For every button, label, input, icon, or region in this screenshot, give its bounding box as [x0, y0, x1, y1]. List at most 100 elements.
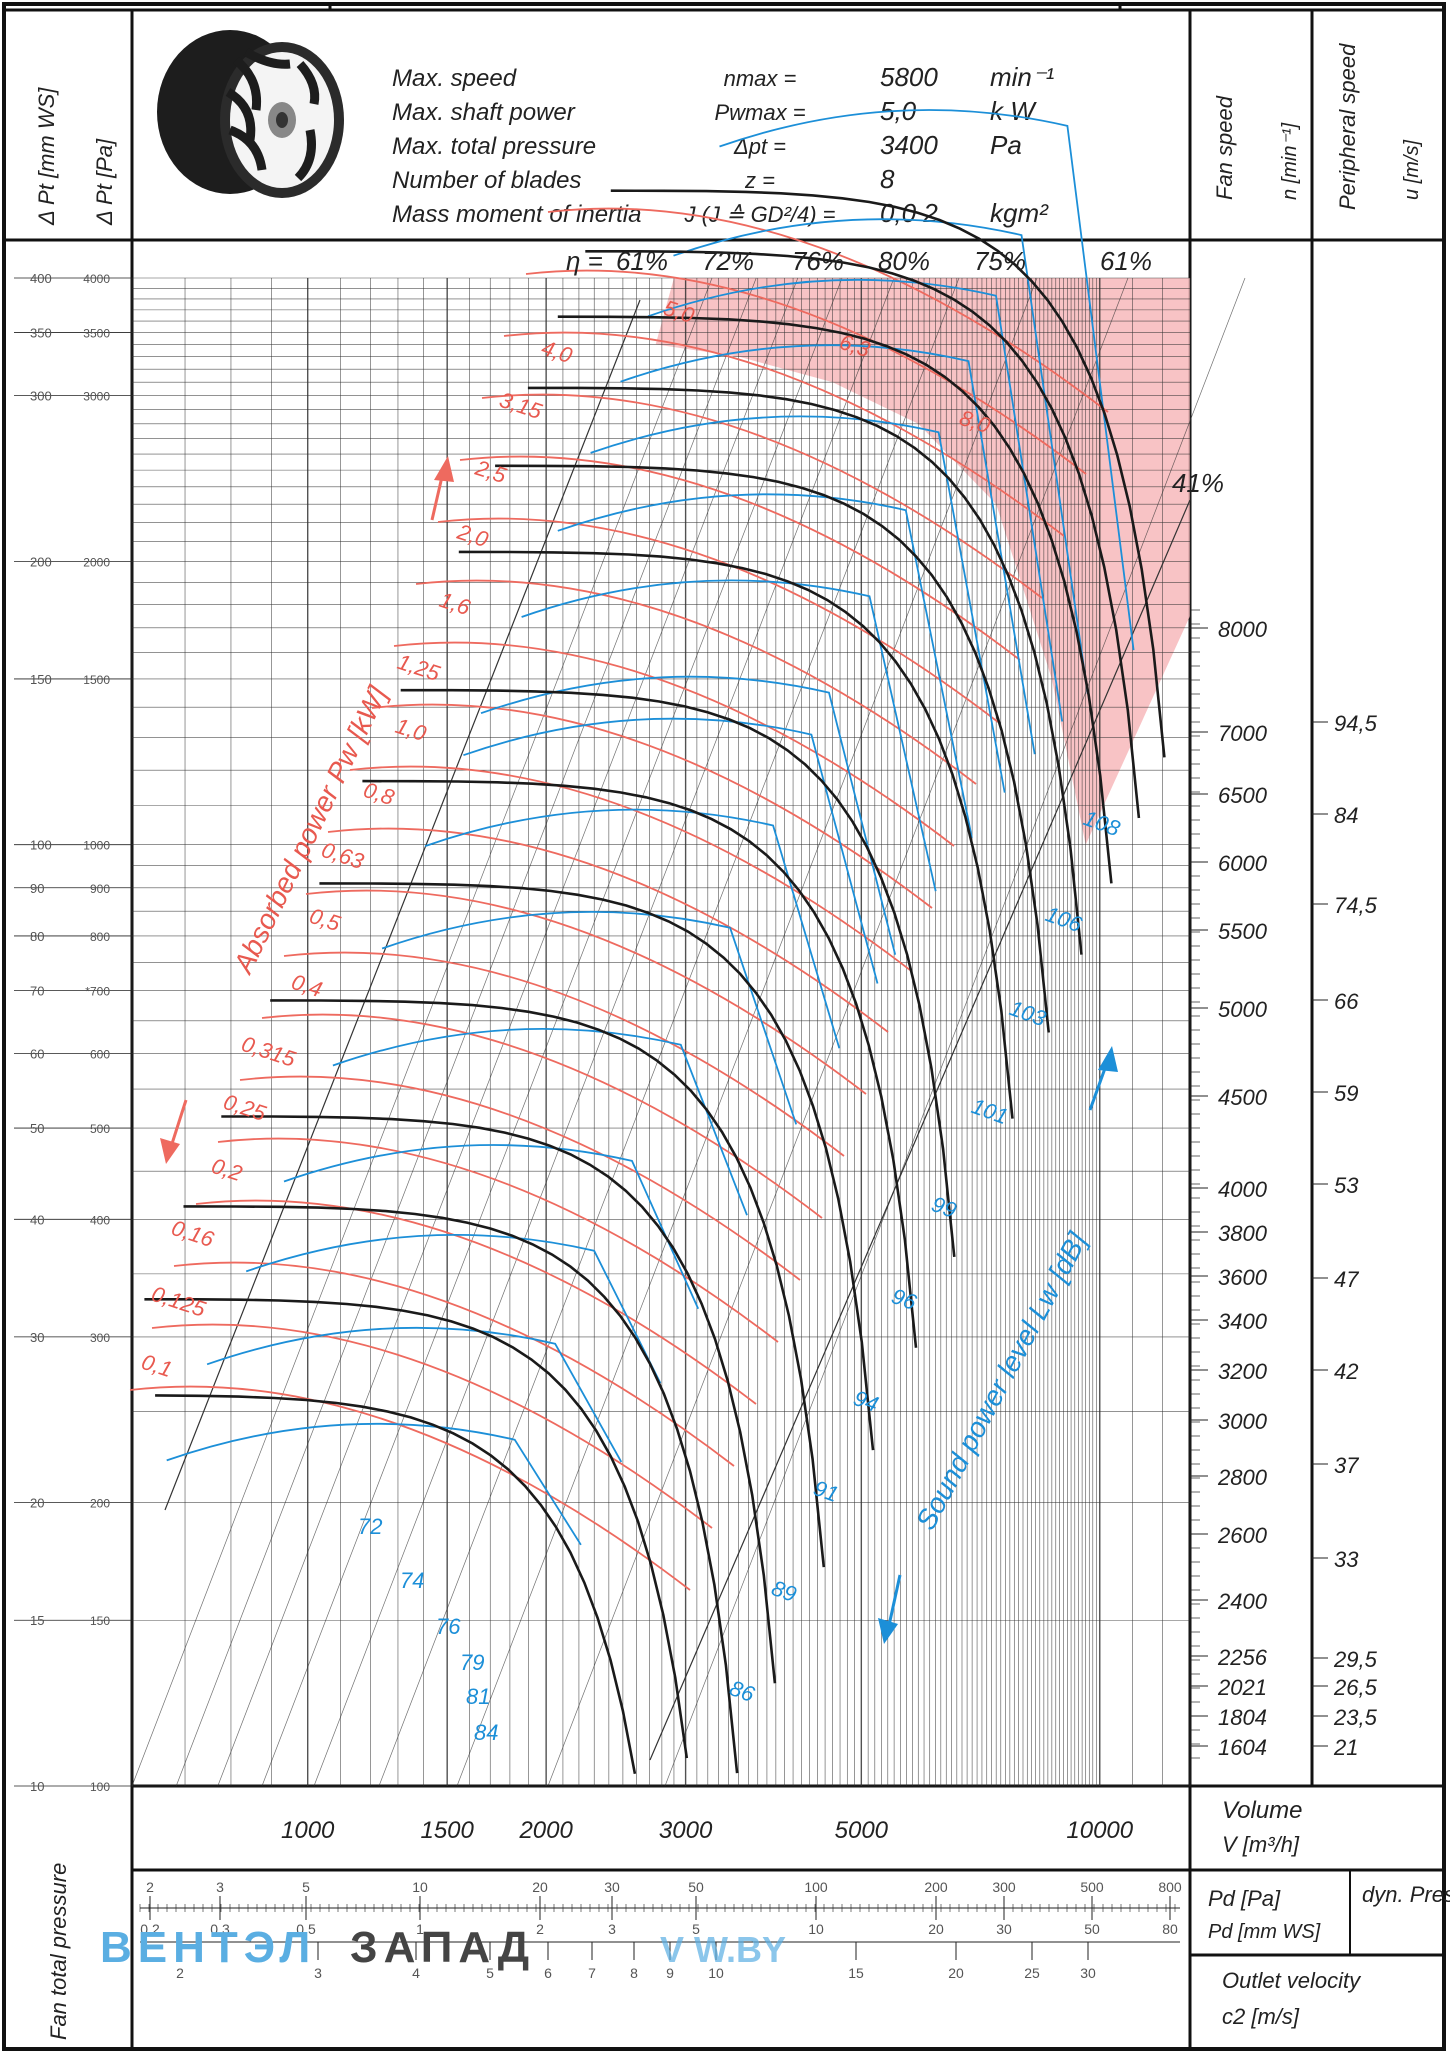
spec-value: 5800 [880, 62, 938, 92]
pd-pa-tick-label: 100 [804, 1879, 828, 1895]
power-value-label: 0,4 [288, 969, 325, 1002]
fan-speed-label: 1804 [1218, 1705, 1267, 1730]
peripheral-speed-label: 84 [1334, 803, 1358, 828]
efficiency-eta-label: η = [566, 246, 603, 276]
pd-mmws-tick-label: 80 [1162, 1921, 1178, 1937]
peripheral-speed-label: 23,5 [1333, 1705, 1378, 1730]
pd-mmws-tick-label: 2 [536, 1921, 544, 1937]
pd-mmws-label: Pd [mm WS] [1208, 1921, 1321, 1943]
y-tick-label-mmws: 20 [30, 1496, 44, 1511]
y-axis-left: 100 150 200 300 400 500 600 *700 800 900 1000 1500 2… [14, 271, 132, 1794]
power-curve [217, 1137, 779, 1343]
y-tick-label-mmws: 300 [30, 389, 52, 404]
outlet-velocity-unit: c2 [m/s] [1222, 2004, 1300, 2029]
peripheral-speed-label: 21 [1333, 1735, 1358, 1760]
power-curve [503, 331, 1065, 537]
sound-value-label: 86 [726, 1675, 758, 1707]
y-tick-label-mmws: 400 [30, 271, 52, 286]
efficiency-ray [261, 277, 843, 1787]
y-tick-label-mmws: 30 [30, 1330, 44, 1345]
sound-curve [647, 278, 1064, 722]
speed-curves [144, 189, 1166, 1775]
spec-name: Mass moment of inertia [392, 201, 641, 228]
y-tick-label-pa: 1500 [83, 673, 110, 687]
pd-pa-tick-label: 200 [924, 1879, 948, 1895]
sound-value-label: 99 [928, 1191, 960, 1223]
peripheral-speed-label: 53 [1334, 1173, 1359, 1198]
y-tick-label-mmws: 80 [30, 929, 44, 944]
x-tick-label: 1500 [420, 1817, 474, 1844]
speed-curve [270, 999, 826, 1568]
fan-speed-label: 3800 [1218, 1221, 1268, 1246]
c2-tick-label: 3 [314, 1965, 322, 1981]
efficiency-ray [547, 277, 1129, 1787]
efficiency-label: 76% [792, 246, 844, 276]
spec-unit: Pa [990, 130, 1022, 160]
peripheral-speed-label: 26,5 [1333, 1675, 1378, 1700]
fan-speed-label: 2800 [1217, 1465, 1268, 1490]
pd-mmws-tick-label: 50 [1084, 1921, 1100, 1937]
fan-speed-label: 3400 [1218, 1309, 1268, 1334]
fan-speed-label: 2400 [1217, 1589, 1268, 1614]
sound-curve [245, 1234, 662, 1384]
dyn-press-label: dyn. Press. [1362, 1882, 1450, 1907]
pd-mmws-tick-label: 0,3 [210, 1921, 230, 1937]
power-value-label: 0,1 [138, 1349, 175, 1382]
peripheral-speed-label: 94,5 [1334, 711, 1378, 736]
up-arrow-head-icon [434, 456, 454, 482]
power-value-label: 3,15 [496, 387, 545, 424]
speed-curve [527, 386, 1083, 955]
y-tick-label-pa: 4000 [83, 272, 110, 286]
speed-curve [183, 1205, 739, 1774]
y-tick-label-pa: 900 [90, 882, 110, 896]
power-curve [437, 517, 999, 723]
down-arrow-head-icon [160, 1138, 180, 1164]
y-tick-label-mmws: 60 [30, 1047, 44, 1062]
y-tick-label-pa: 500 [90, 1122, 110, 1136]
c2-tick-label: 25 [1024, 1965, 1040, 1981]
c2-tick-label: 9 [666, 1965, 674, 1981]
spec-name: Number of blades [392, 167, 581, 194]
peripheral-speed-label: 42 [1334, 1359, 1358, 1384]
x-tick-label: 5000 [835, 1817, 889, 1844]
footer: Volume V [m³/h] Pd [Pa] Pd [mm WS] dyn. … [46, 1797, 1450, 2040]
system-line [164, 299, 641, 1511]
c2-tick-label: 2 [176, 1965, 184, 1981]
efficiency-ray [664, 277, 1246, 1787]
efficiency-ray [131, 277, 713, 1787]
fan-speed-label: 3200 [1218, 1359, 1268, 1384]
peripheral-speed-label: 33 [1334, 1547, 1359, 1572]
power-value-label: 0,16 [168, 1215, 217, 1252]
fan-speed-label: 5000 [1218, 997, 1268, 1022]
speed-curve [557, 315, 1113, 884]
sound-curves [166, 109, 1135, 1546]
y-tick-label-pa: 600 [90, 1048, 110, 1062]
sound-curve [557, 493, 973, 838]
speed-curve [221, 1115, 777, 1684]
sound-curve [590, 415, 1006, 793]
sound-value-label: 103 [1006, 995, 1050, 1031]
spec-unit: min⁻¹ [990, 62, 1055, 92]
power-value-label: 1,25 [394, 649, 443, 686]
y-tick-label-pa: 100 [90, 1780, 110, 1794]
peripheral-speed-label: 74,5 [1334, 893, 1378, 918]
y-tick-label-pa: 1000 [83, 839, 110, 853]
sound-value-label: 76 [436, 1614, 461, 1639]
sound-curve [480, 675, 897, 955]
efficiency-ray [175, 277, 757, 1787]
x-tick-label: 2000 [518, 1817, 573, 1844]
sound-curve [673, 218, 1089, 694]
up-arrow-head-icon [1098, 1046, 1118, 1072]
watermark-brand-blue: ВЕНТЭЛ [100, 1923, 316, 1972]
pd-pa-tick-label: 20 [532, 1879, 548, 1895]
peripheral-speed-label: 59 [1334, 1081, 1358, 1106]
sound-curve [332, 1028, 748, 1216]
c2-tick-label: 10 [708, 1965, 724, 1981]
spec-value: 0,0 2 [880, 198, 938, 228]
fan-speed-label: 3000 [1218, 1409, 1268, 1434]
y-tick-label-mmws: 70 [30, 984, 44, 999]
power-curve [525, 269, 1087, 475]
y-tick-label-mmws: 150 [30, 672, 52, 687]
speed-curve [585, 250, 1141, 819]
